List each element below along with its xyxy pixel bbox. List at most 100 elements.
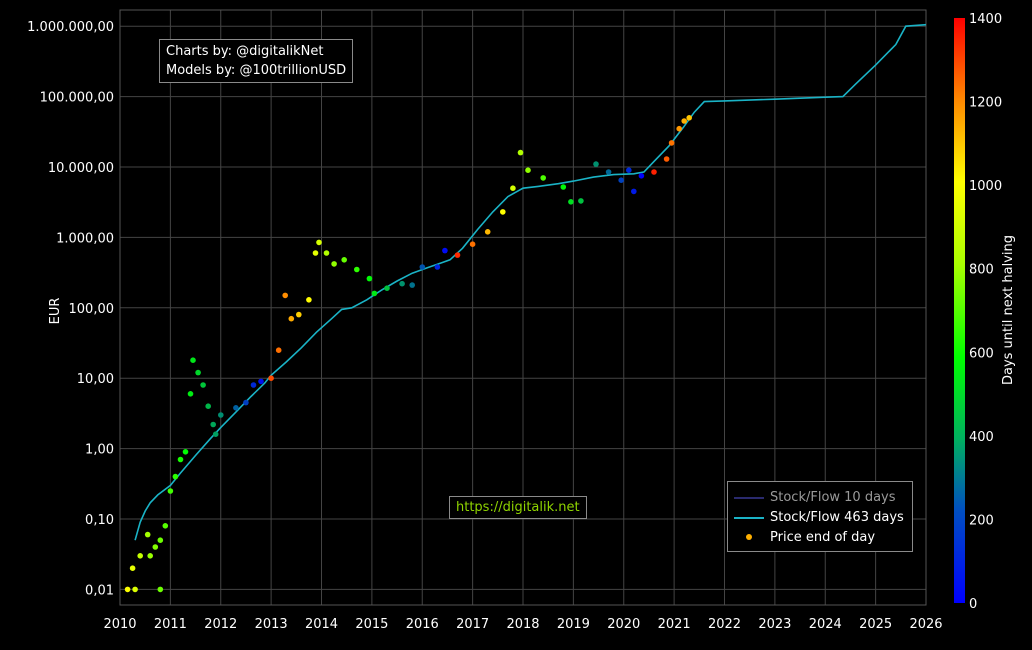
x-axis-ticks: 2010 2011 2012 2013 2014 2015 2016 2017 2018 2019… xyxy=(103,617,942,632)
price-point xyxy=(434,264,441,270)
price-point xyxy=(282,292,289,299)
price-point xyxy=(233,405,239,411)
price-point xyxy=(212,431,219,438)
x-tick-label: 2013 xyxy=(255,617,288,632)
y-tick-label: 0,01 xyxy=(85,583,114,598)
price-point xyxy=(177,456,184,463)
models-by-text: Models by: @100trillionUSD xyxy=(166,63,347,78)
price-point xyxy=(316,239,322,246)
y-tick-label: 100.000,00 xyxy=(40,91,114,106)
price-point xyxy=(167,488,174,494)
colorbar-tick-label: 800 xyxy=(969,263,994,278)
x-tick-label: 2023 xyxy=(758,617,791,632)
price-point xyxy=(419,264,426,270)
price-point xyxy=(626,167,632,173)
legend-item-sf10[interactable]: Stock/Flow 10 days xyxy=(734,487,904,507)
x-tick-label: 2010 xyxy=(103,617,136,632)
price-point xyxy=(500,209,506,215)
x-tick-label: 2012 xyxy=(204,617,237,632)
price-point xyxy=(275,347,282,354)
colorbar-tick-label: 400 xyxy=(969,430,994,445)
colorbar-label: Days until next halving xyxy=(1001,235,1016,385)
price-point xyxy=(631,188,637,195)
price-point xyxy=(190,357,196,364)
legend-item-price[interactable]: Price end of day xyxy=(734,527,904,547)
charts-by-text: Charts by: @digitalikNet xyxy=(166,44,324,59)
price-point xyxy=(243,399,249,406)
price-point xyxy=(306,297,312,303)
x-tick-label: 2022 xyxy=(708,617,741,632)
price-point xyxy=(157,586,164,593)
price-point xyxy=(384,285,390,292)
legend-dot-swatch xyxy=(734,531,764,543)
price-point xyxy=(331,261,337,267)
price-point xyxy=(686,115,692,121)
y-tick-label: 10.000,00 xyxy=(48,161,114,176)
colorbar-tick-label: 0 xyxy=(969,597,977,612)
price-point xyxy=(129,565,136,571)
plot-frame xyxy=(119,9,927,606)
legend-item-sf463[interactable]: Stock/Flow 463 days xyxy=(734,507,904,527)
price-point xyxy=(568,199,574,205)
y-tick-label: 0,10 xyxy=(85,513,114,528)
price-point xyxy=(341,257,348,263)
colorbar-tick-label: 1200 xyxy=(969,96,1002,111)
price-point xyxy=(399,280,405,287)
price-point xyxy=(371,290,378,297)
credits-annotation: Charts by: @digitalikNet Models by: @100… xyxy=(159,39,354,83)
price-point xyxy=(312,250,319,256)
price-point xyxy=(354,266,360,273)
y-tick-label: 10,00 xyxy=(77,372,114,387)
price-point xyxy=(210,421,216,428)
price-point xyxy=(250,382,257,388)
price-point xyxy=(681,118,687,124)
price-point xyxy=(162,523,169,529)
colorbar-tick-label: 600 xyxy=(969,346,994,361)
price-point xyxy=(651,169,657,175)
price-point xyxy=(454,252,461,258)
stock-flow-463-line xyxy=(134,23,927,541)
x-tick-label: 2014 xyxy=(305,617,338,632)
x-tick-label: 2025 xyxy=(859,617,892,632)
x-tick-label: 2021 xyxy=(658,617,691,632)
price-point xyxy=(593,161,599,167)
y-tick-label: 100,00 xyxy=(69,302,115,317)
legend-label: Stock/Flow 463 days xyxy=(770,509,904,525)
colorbar-tick-label: 1400 xyxy=(969,12,1002,27)
price-point xyxy=(605,169,612,175)
x-tick-label: 2011 xyxy=(154,617,187,632)
price-point xyxy=(578,198,584,204)
y-axis-ticks: 0,01 0,10 1,00 10,00 100,00 1.000,00 10.000,00… xyxy=(27,20,114,598)
price-points xyxy=(124,115,692,593)
price-point xyxy=(409,282,416,288)
price-point xyxy=(124,586,131,593)
legend: Stock/Flow 10 days Stock/Flow 463 days P… xyxy=(727,481,913,552)
price-point xyxy=(366,275,373,282)
y-tick-label: 1.000,00 xyxy=(56,231,114,246)
price-point xyxy=(323,250,330,256)
website-annotation: https://digitalik.net xyxy=(449,496,587,519)
legend-line-swatch xyxy=(734,511,764,523)
price-point xyxy=(442,247,448,254)
price-point xyxy=(205,403,211,410)
colorbar-tick-label: 1000 xyxy=(969,179,1002,194)
price-point xyxy=(288,315,295,322)
price-point xyxy=(157,537,164,543)
x-tick-label: 2015 xyxy=(355,617,388,632)
x-tick-label: 2024 xyxy=(809,617,842,632)
x-tick-label: 2026 xyxy=(909,617,942,632)
price-point xyxy=(218,412,224,418)
price-point xyxy=(258,378,264,385)
x-tick-label: 2018 xyxy=(506,617,539,632)
price-point xyxy=(517,149,524,156)
price-point xyxy=(195,369,201,376)
y-tick-label: 1,00 xyxy=(85,443,114,458)
price-point xyxy=(525,167,531,173)
price-point xyxy=(132,586,138,593)
colorbar-tick-label: 200 xyxy=(969,513,994,528)
model-lines xyxy=(134,23,927,541)
price-point xyxy=(187,391,194,397)
price-point xyxy=(638,173,645,179)
price-point xyxy=(137,553,143,559)
